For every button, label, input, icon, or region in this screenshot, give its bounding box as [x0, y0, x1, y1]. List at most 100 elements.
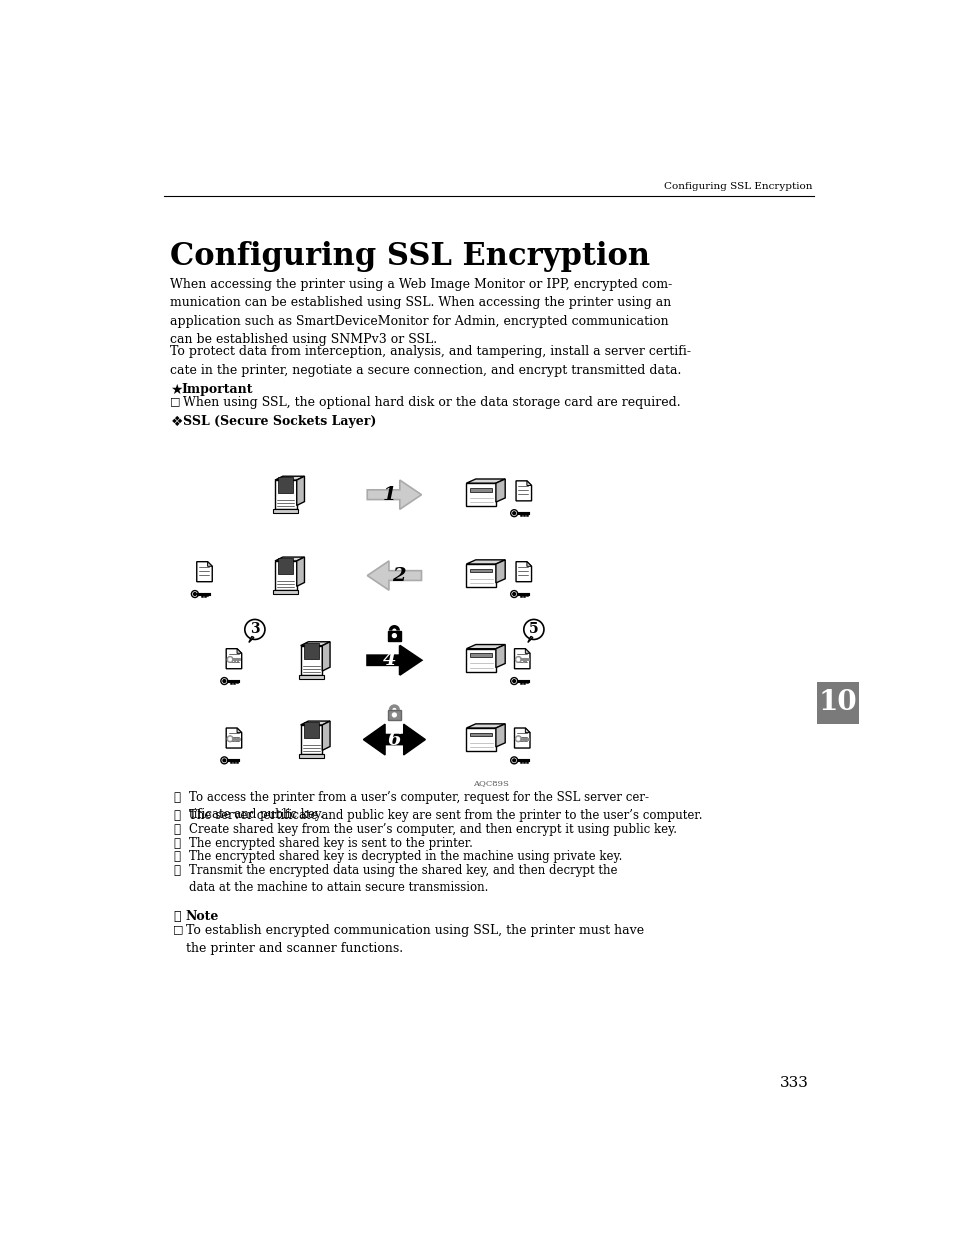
Text: When using SSL, the optional hard disk or the data storage card are required.: When using SSL, the optional hard disk o…: [183, 396, 679, 409]
Text: The encrypted shared key is decrypted in the machine using private key.: The encrypted shared key is decrypted in…: [189, 851, 621, 863]
Polygon shape: [466, 564, 496, 587]
Text: To access the printer from a user’s computer, request for the SSL server cer-
ti: To access the printer from a user’s comp…: [189, 792, 648, 821]
Polygon shape: [296, 557, 304, 587]
Circle shape: [513, 593, 515, 595]
Text: 10: 10: [818, 689, 856, 716]
Circle shape: [229, 658, 231, 661]
Polygon shape: [526, 480, 531, 485]
Text: ④: ④: [173, 837, 180, 851]
Circle shape: [227, 656, 233, 662]
Polygon shape: [516, 480, 531, 501]
Polygon shape: [525, 727, 530, 732]
Text: 333: 333: [780, 1076, 808, 1091]
Polygon shape: [363, 724, 394, 755]
Polygon shape: [300, 725, 322, 755]
Polygon shape: [466, 648, 496, 672]
Polygon shape: [394, 724, 425, 755]
FancyBboxPatch shape: [816, 682, 858, 724]
Polygon shape: [526, 562, 531, 567]
Polygon shape: [466, 645, 505, 648]
Text: Configuring SSL Encryption: Configuring SSL Encryption: [171, 241, 650, 272]
Polygon shape: [496, 645, 505, 668]
Polygon shape: [278, 558, 294, 574]
Text: To protect data from interception, analysis, and tampering, install a server cer: To protect data from interception, analy…: [171, 346, 691, 377]
Circle shape: [510, 590, 517, 598]
Polygon shape: [304, 642, 318, 658]
Polygon shape: [226, 648, 241, 668]
Polygon shape: [300, 646, 322, 674]
Circle shape: [223, 760, 226, 762]
Text: 4: 4: [382, 651, 396, 669]
Text: To establish encrypted communication using SSL, the printer must have
the printe: To establish encrypted communication usi…: [186, 924, 643, 956]
Circle shape: [523, 620, 543, 640]
Text: ③: ③: [173, 824, 180, 836]
Text: SSL (Secure Sockets Layer): SSL (Secure Sockets Layer): [183, 415, 375, 429]
Text: 5: 5: [529, 622, 538, 636]
Polygon shape: [516, 562, 531, 582]
Circle shape: [229, 737, 231, 740]
Polygon shape: [466, 483, 496, 506]
Text: ★: ★: [171, 383, 183, 396]
Polygon shape: [367, 561, 421, 590]
Polygon shape: [296, 477, 304, 505]
Polygon shape: [304, 722, 318, 739]
Polygon shape: [274, 561, 296, 590]
Text: Configuring SSL Encryption: Configuring SSL Encryption: [663, 182, 811, 190]
Polygon shape: [466, 727, 496, 751]
Text: Note: Note: [186, 910, 219, 924]
Polygon shape: [527, 636, 533, 642]
Circle shape: [517, 737, 519, 740]
Polygon shape: [322, 721, 330, 751]
Circle shape: [510, 678, 517, 684]
Circle shape: [515, 736, 521, 742]
Polygon shape: [496, 479, 505, 503]
Polygon shape: [274, 557, 304, 561]
Polygon shape: [466, 559, 505, 564]
Polygon shape: [196, 562, 212, 582]
Circle shape: [513, 679, 515, 683]
Text: The server certificate and public key are sent from the printer to the user’s co: The server certificate and public key ar…: [189, 809, 701, 821]
Polygon shape: [470, 732, 492, 736]
Circle shape: [513, 511, 515, 515]
FancyBboxPatch shape: [388, 710, 400, 720]
Text: 6: 6: [387, 731, 401, 748]
Polygon shape: [300, 642, 330, 646]
Polygon shape: [496, 724, 505, 747]
Text: ②: ②: [173, 809, 180, 821]
Polygon shape: [274, 509, 298, 514]
Text: When accessing the printer using a Web Image Monitor or IPP, encrypted com-
muni: When accessing the printer using a Web I…: [171, 278, 672, 346]
Text: AQC89S: AQC89S: [473, 779, 509, 788]
Polygon shape: [208, 562, 212, 567]
Polygon shape: [236, 727, 241, 732]
Polygon shape: [274, 590, 298, 594]
Polygon shape: [274, 477, 304, 480]
Circle shape: [517, 658, 519, 661]
Circle shape: [392, 713, 395, 716]
Polygon shape: [514, 648, 530, 668]
Circle shape: [223, 679, 226, 683]
Polygon shape: [466, 479, 505, 483]
Text: ❖: ❖: [171, 415, 183, 430]
Circle shape: [510, 510, 517, 516]
Text: Important: Important: [181, 383, 253, 396]
Text: The encrypted shared key is sent to the printer.: The encrypted shared key is sent to the …: [189, 837, 473, 851]
Text: □: □: [171, 396, 181, 406]
Text: 📎: 📎: [173, 910, 181, 924]
Polygon shape: [298, 755, 323, 758]
Text: □: □: [173, 924, 184, 935]
Polygon shape: [466, 724, 505, 727]
Text: 1: 1: [382, 485, 396, 504]
Circle shape: [515, 656, 521, 662]
Text: 3: 3: [250, 622, 259, 636]
Polygon shape: [274, 480, 296, 509]
Polygon shape: [322, 642, 330, 671]
Text: ⑤: ⑤: [173, 851, 180, 863]
Polygon shape: [514, 727, 530, 748]
Polygon shape: [525, 648, 530, 653]
Text: ⑥: ⑥: [173, 863, 180, 877]
Polygon shape: [496, 559, 505, 583]
Circle shape: [192, 590, 198, 598]
Text: 2: 2: [392, 567, 405, 584]
Circle shape: [392, 634, 395, 637]
Polygon shape: [367, 480, 421, 509]
